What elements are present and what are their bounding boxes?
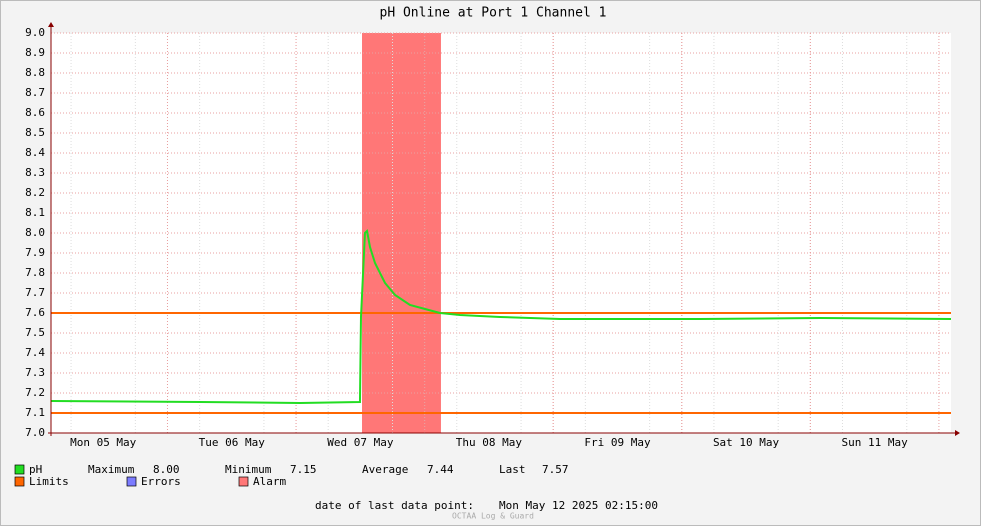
y-tick-label: 7.6: [25, 306, 45, 319]
y-tick-label: 7.7: [25, 286, 45, 299]
y-tick-label: 8.0: [25, 226, 45, 239]
footer: OCTAA Log & Guard: [452, 512, 534, 521]
y-tick-label: 8.5: [25, 126, 45, 139]
last-point: Mon May 12 2025 02:15:00: [499, 499, 658, 512]
y-tick-label: 8.1: [25, 206, 45, 219]
stat-value: 7.57: [542, 463, 569, 476]
legend-label: Alarm: [253, 475, 286, 488]
stat-label: Maximum: [88, 463, 135, 476]
y-tick-label: 8.7: [25, 86, 45, 99]
stat-value: 8.00: [153, 463, 180, 476]
stat-label: Last: [499, 463, 526, 476]
stat-label: Average: [362, 463, 408, 476]
chart-title: pH Online at Port 1 Channel 1: [380, 6, 607, 21]
y-tick-label: 7.9: [25, 246, 45, 259]
arrow: [48, 22, 54, 27]
x-tick-label: Thu 08 May: [456, 436, 523, 449]
y-tick-label: 8.2: [25, 186, 45, 199]
legend-swatch: [126, 476, 137, 487]
x-tick-label: Wed 07 May: [327, 436, 394, 449]
y-tick-label: 7.2: [25, 386, 45, 399]
legend-label: pH: [29, 463, 42, 476]
y-tick-label: 8.8: [25, 66, 45, 79]
legend-swatch: [14, 464, 25, 475]
x-tick-label: Sat 10 May: [713, 436, 780, 449]
legend-swatch: [238, 476, 249, 487]
y-tick-label: 7.5: [25, 326, 45, 339]
y-tick-label: 9.0: [25, 26, 45, 39]
y-tick-label: 8.3: [25, 166, 45, 179]
y-tick-label: 7.3: [25, 366, 45, 379]
y-tick-label: 8.6: [25, 106, 45, 119]
x-tick-label: Tue 06 May: [199, 436, 266, 449]
x-tick-label: Fri 09 May: [584, 436, 651, 449]
stat-value: 7.44: [427, 463, 454, 476]
y-tick-label: 7.8: [25, 266, 45, 279]
last-point-label: date of last data point:: [315, 499, 474, 512]
x-tick-label: Sun 11 May: [842, 436, 909, 449]
legend-label: Errors: [141, 475, 181, 488]
legend-label: Limits: [29, 475, 69, 488]
x-tick-label: Mon 05 May: [70, 436, 137, 449]
y-tick-label: 7.4: [25, 346, 45, 359]
legend-swatch: [14, 476, 25, 487]
stat-label: Minimum: [225, 463, 272, 476]
stat-value: 7.15: [290, 463, 317, 476]
y-tick-label: 8.9: [25, 46, 45, 59]
y-tick-label: 7.0: [25, 426, 45, 439]
y-tick-label: 8.4: [25, 146, 45, 159]
y-tick-label: 7.1: [25, 406, 45, 419]
data-line: [50, 228, 952, 405]
arrow: [955, 430, 960, 436]
